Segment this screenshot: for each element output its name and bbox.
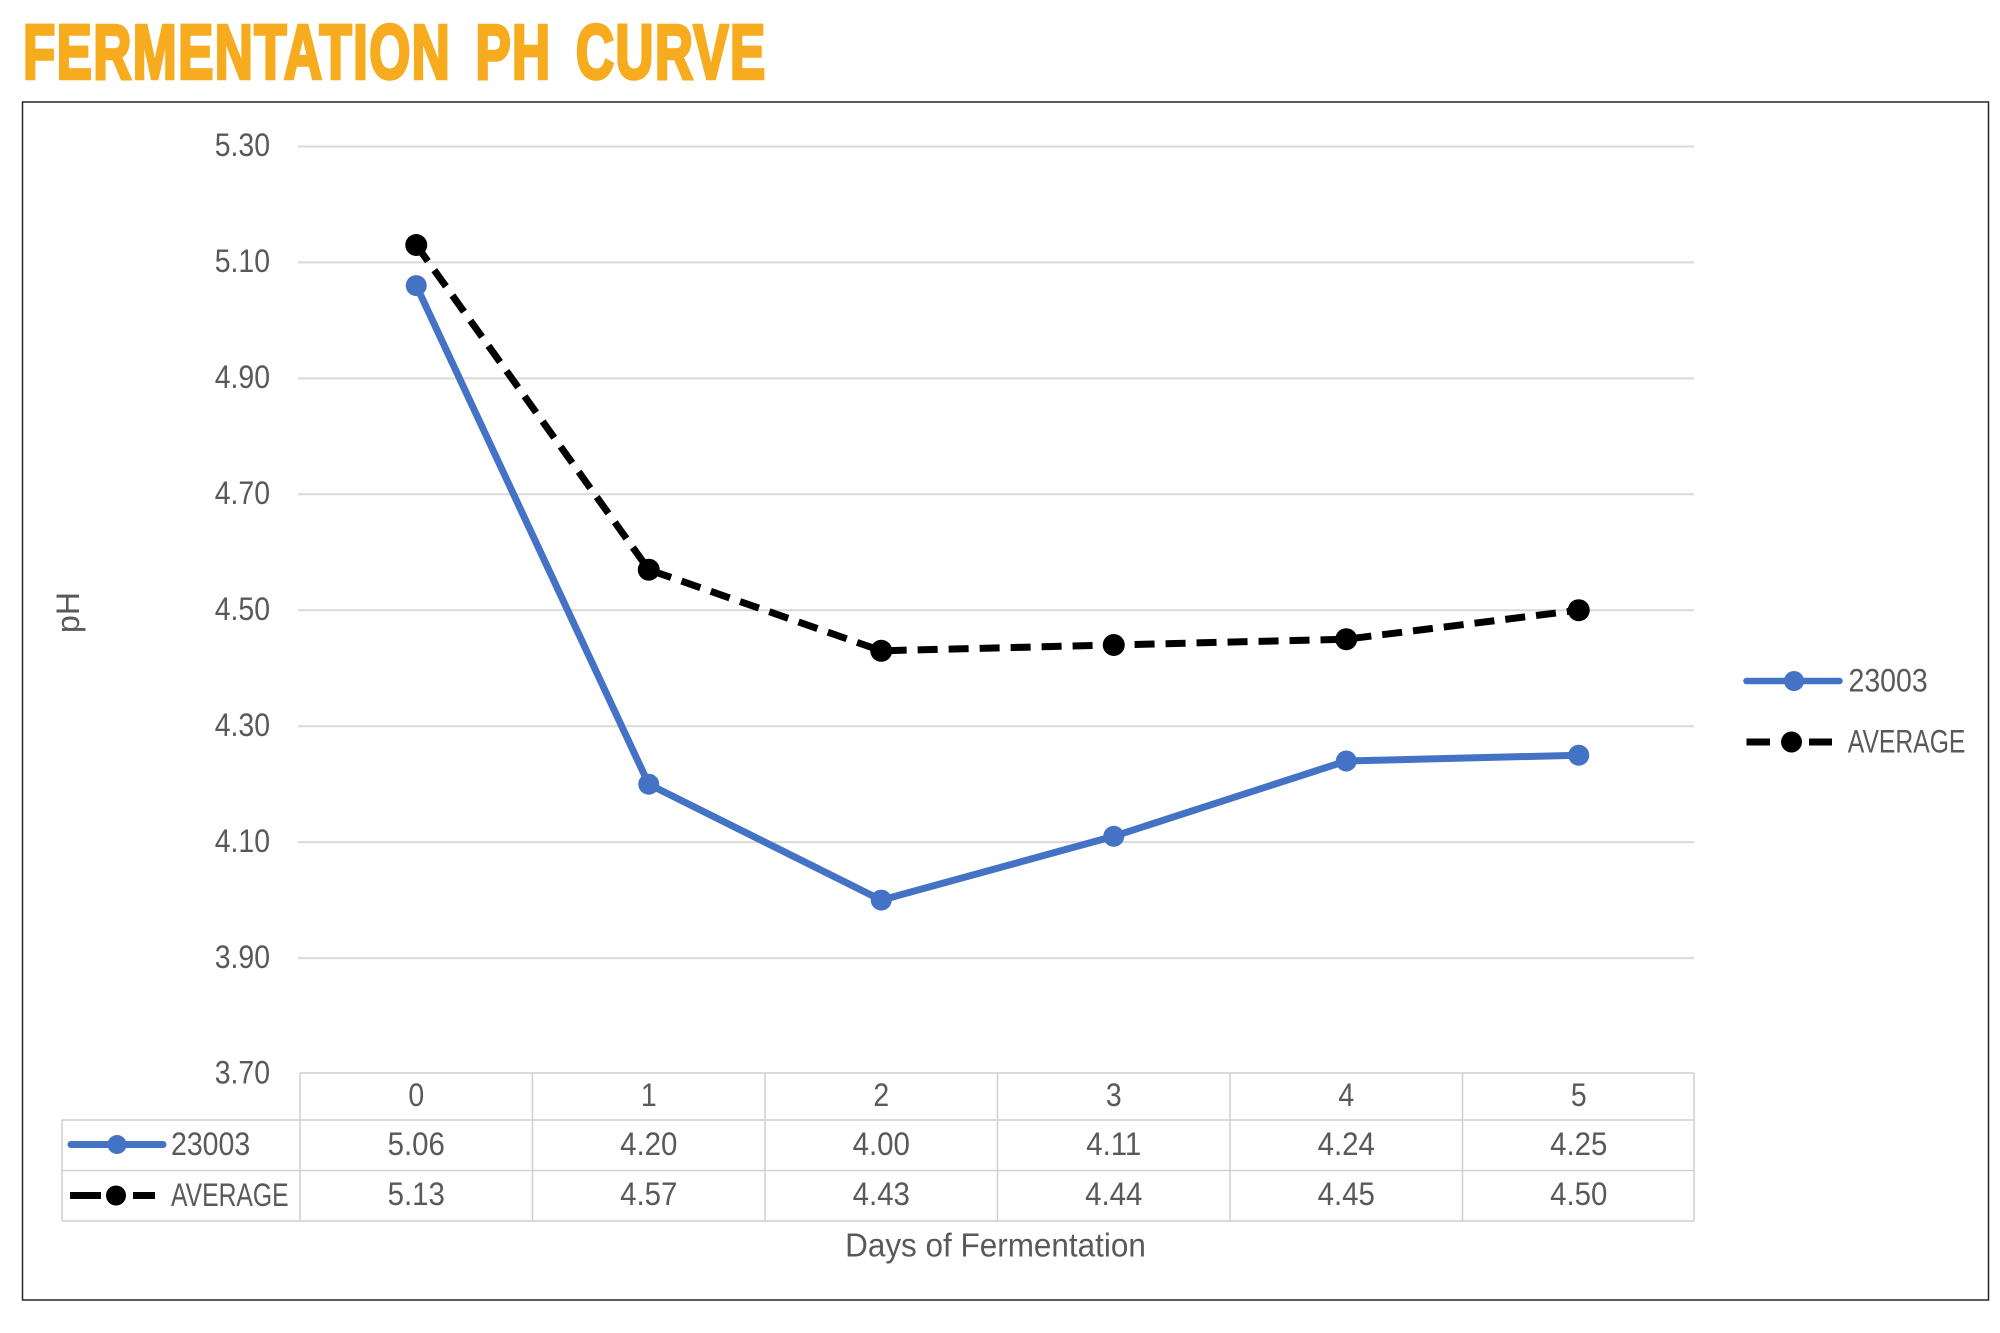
svg-text:4.43: 4.43 bbox=[853, 1176, 910, 1212]
svg-text:3.70: 3.70 bbox=[215, 1056, 270, 1091]
svg-text:4: 4 bbox=[1338, 1079, 1354, 1114]
svg-text:4.00: 4.00 bbox=[853, 1126, 910, 1162]
svg-text:1: 1 bbox=[641, 1079, 657, 1114]
svg-text:5: 5 bbox=[1571, 1079, 1587, 1114]
svg-text:4.50: 4.50 bbox=[215, 593, 270, 628]
svg-text:AVERAGE: AVERAGE bbox=[171, 1178, 289, 1214]
svg-text:23003: 23003 bbox=[1849, 664, 1928, 699]
svg-text:Days of Fermentation: Days of Fermentation bbox=[845, 1227, 1146, 1264]
svg-text:4.57: 4.57 bbox=[620, 1176, 677, 1212]
svg-text:4.70: 4.70 bbox=[215, 477, 270, 512]
svg-text:23003: 23003 bbox=[171, 1128, 250, 1163]
svg-text:3.90: 3.90 bbox=[215, 940, 270, 975]
svg-text:4.50: 4.50 bbox=[1550, 1176, 1607, 1212]
svg-text:AVERAGE: AVERAGE bbox=[1848, 725, 1966, 761]
svg-text:2: 2 bbox=[873, 1079, 889, 1114]
svg-text:4.11: 4.11 bbox=[1086, 1126, 1141, 1162]
svg-text:4.90: 4.90 bbox=[215, 361, 270, 396]
svg-text:4.20: 4.20 bbox=[620, 1126, 677, 1162]
svg-text:5.10: 5.10 bbox=[215, 245, 270, 280]
svg-text:4.45: 4.45 bbox=[1318, 1176, 1375, 1212]
svg-text:5.30: 5.30 bbox=[215, 129, 270, 164]
svg-text:4.44: 4.44 bbox=[1085, 1176, 1142, 1212]
svg-text:4.10: 4.10 bbox=[215, 824, 270, 859]
svg-text:4.25: 4.25 bbox=[1550, 1126, 1607, 1162]
svg-text:5.13: 5.13 bbox=[388, 1176, 445, 1212]
svg-text:3: 3 bbox=[1106, 1079, 1122, 1114]
svg-text:FERMENTATION PH CURVE: FERMENTATION PH CURVE bbox=[23, 9, 767, 95]
svg-text:pH: pH bbox=[50, 592, 86, 633]
svg-text:0: 0 bbox=[408, 1079, 424, 1114]
svg-text:5.06: 5.06 bbox=[388, 1126, 445, 1162]
svg-text:4.24: 4.24 bbox=[1318, 1126, 1375, 1162]
svg-text:4.30: 4.30 bbox=[215, 708, 270, 743]
